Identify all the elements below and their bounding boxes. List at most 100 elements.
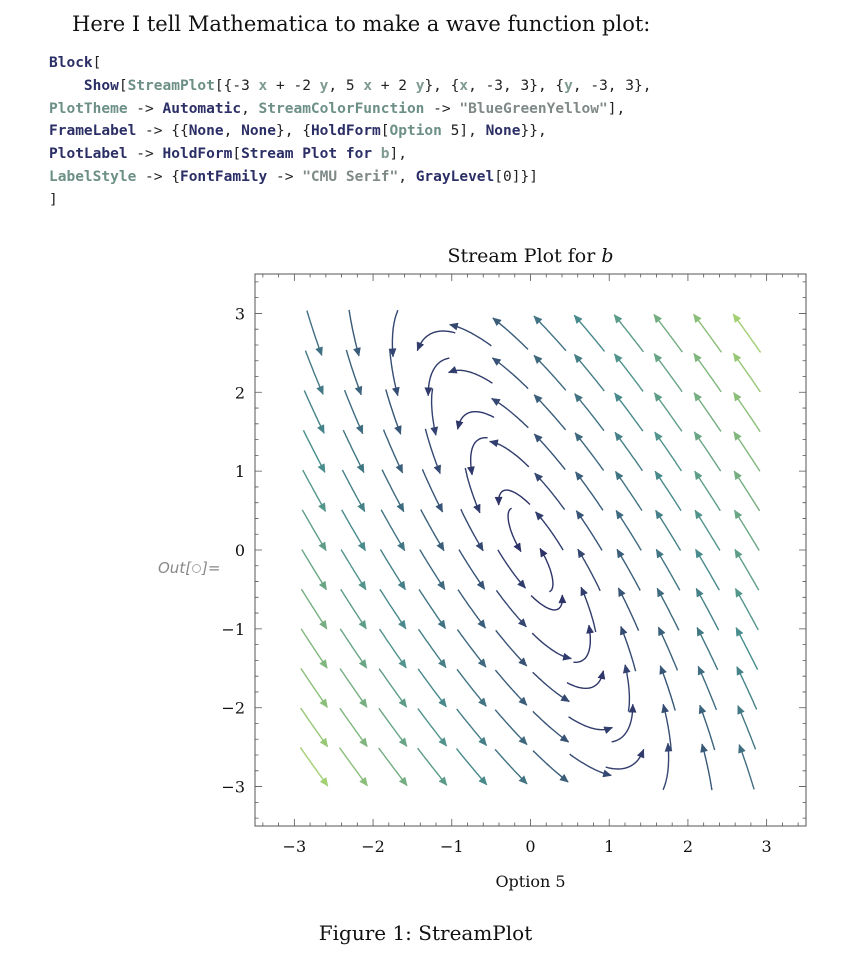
streamline-97 [605, 749, 645, 770]
minor-tick [255, 274, 806, 826]
streamline-arrow-48 [416, 341, 425, 352]
streamline-arrow-6 [318, 580, 327, 591]
minor-tick [255, 274, 806, 826]
streamline-arrow-128 [694, 470, 703, 481]
streamline-arrow-59 [447, 365, 458, 374]
streamline-arrow-24 [353, 347, 361, 357]
streamline-arrow-31 [397, 541, 406, 552]
streamline-arrow-75 [560, 693, 570, 702]
y-tick-label: 0 [235, 541, 245, 560]
streamline-arrow-49 [478, 775, 488, 786]
streamline-arrow-102 [616, 548, 625, 559]
streamline-arrow-95 [573, 353, 583, 364]
streamline-arrow-120 [653, 313, 663, 324]
x-tick-label: 1 [604, 837, 614, 856]
streamline-arrow-25 [398, 776, 408, 787]
streamline-arrow-44 [435, 502, 443, 513]
y-tick-label: 1 [235, 462, 245, 481]
major-tick [255, 274, 806, 826]
streamline-arrow-30 [397, 580, 406, 591]
streamline-arrow-97 [636, 748, 645, 759]
streamline-arrow-104 [615, 470, 624, 481]
streamline-arrow-112 [658, 626, 666, 637]
streamline-47 [427, 357, 450, 396]
streamline-arrow-79 [535, 511, 544, 521]
streamline-arrow-56 [473, 503, 481, 514]
minor-tick [255, 274, 806, 826]
streamline-arrow-40 [437, 658, 447, 669]
streamline-87 [566, 670, 605, 689]
minor-tick [255, 274, 806, 826]
streamline-arrow-116 [654, 470, 664, 481]
streamline-arrow-130 [693, 392, 703, 402]
streamline-arrow-77 [558, 594, 567, 604]
major-tick [255, 274, 806, 826]
streamline-arrow-32 [396, 502, 405, 513]
streamline-arrow-82 [533, 394, 543, 404]
streamline-arrow-143 [733, 352, 742, 363]
streamline-arrow-73 [559, 773, 569, 783]
streamline-77 [530, 594, 564, 611]
streamline-arrow-3 [319, 698, 328, 708]
streamline-arrow-135 [736, 666, 745, 676]
streamline-arrow-107 [613, 353, 623, 363]
minor-tick [255, 274, 806, 826]
y-tick-label: −3 [221, 778, 245, 797]
streamline-arrow-118 [654, 392, 663, 402]
streamline-arrow-11 [316, 385, 324, 395]
streamline-arrow-10 [316, 424, 325, 434]
minor-tick [255, 274, 806, 826]
streamline-arrow-89 [580, 586, 588, 597]
streamline-arrow-14 [359, 737, 368, 748]
streamline-arrow-92 [575, 471, 584, 481]
streamline-arrow-26 [398, 737, 408, 747]
streamline-arrow-17 [358, 619, 367, 630]
streamline-arrow-47 [424, 387, 433, 397]
code-line-3: PlotTheme -> Automatic, StreamColorFunct… [49, 100, 626, 117]
code-block[interactable]: Block[ Show[StreamPlot[{-3 x + -2 y, 5 x… [49, 52, 651, 212]
major-tick [255, 274, 806, 826]
code-line-4: FrameLabel -> {{None, None}, {HoldForm[O… [49, 123, 547, 140]
streamline-arrow-85 [602, 769, 613, 778]
streamline-arrow-34 [394, 425, 402, 435]
x-axis-label: Option 5 [495, 872, 565, 891]
streamline-arrow-9 [317, 463, 326, 473]
streamline-arrow-65 [517, 618, 527, 628]
streamline-arrow-76 [562, 652, 572, 661]
minor-tick [255, 274, 806, 826]
streamline-arrow-21 [356, 463, 365, 474]
streamline-arrow-51 [478, 697, 487, 707]
output-dot-icon [192, 564, 202, 573]
streamline-arrow-67 [513, 542, 522, 553]
streamline-arrow-93 [574, 432, 584, 442]
streamline-arrow-90 [577, 548, 586, 559]
stream-plot: −3 −2 −1 0 1 2 3 −3 −2 −1 0 1 2 3 Stream Plot for b Opt… [221, 245, 807, 891]
streamline-arrow-46 [430, 426, 439, 436]
streamline-arrow-5 [319, 619, 328, 630]
x-tick-label: 0 [525, 837, 535, 856]
minor-tick [255, 274, 806, 826]
streamline-arrow-60 [448, 322, 459, 331]
y-tick-label: −2 [221, 699, 245, 718]
streamline-arrow-125 [695, 587, 704, 598]
minor-tick [255, 274, 806, 826]
code-line-7: ] [49, 191, 58, 208]
streamline-arrow-123 [697, 665, 706, 676]
minor-tick [255, 274, 806, 826]
major-tick [255, 274, 806, 826]
streamline-arrow-106 [614, 392, 623, 403]
minor-tick [255, 274, 806, 826]
streamline-arrow-109 [664, 742, 673, 752]
streamline-arrow-127 [694, 509, 703, 520]
streamline-arrow-119 [653, 353, 663, 363]
streamline-arrow-86 [603, 726, 614, 735]
minor-tick [255, 274, 806, 826]
streamline-arrow-74 [559, 734, 570, 743]
minor-tick [255, 274, 806, 826]
streamline-arrow-87 [597, 670, 606, 680]
streamline-arrow-1 [319, 777, 329, 787]
streamline-arrow-134 [737, 705, 745, 715]
output-cell-label: Out[]= [158, 559, 221, 577]
streamline-arrow-58 [455, 420, 464, 430]
streamline-arrow-101 [618, 587, 626, 598]
